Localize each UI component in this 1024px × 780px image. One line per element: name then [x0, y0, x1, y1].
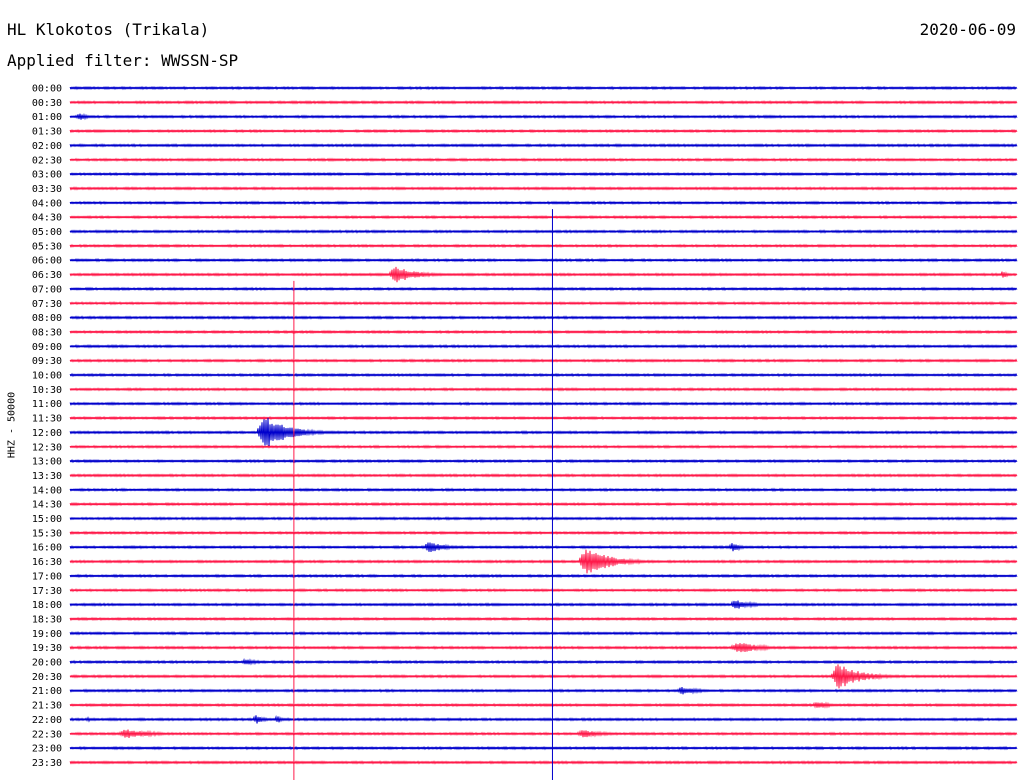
time-tick-label: 12:00 — [32, 428, 62, 439]
time-tick-label: 14:00 — [32, 485, 62, 496]
time-tick-label: 20:30 — [32, 672, 62, 683]
time-tick-label: 16:30 — [32, 557, 62, 568]
recording-date: 2020-06-09 — [919, 20, 1016, 39]
time-tick-label: 16:00 — [32, 543, 62, 554]
time-tick-label: 22:00 — [32, 715, 62, 726]
time-tick-label: 20:00 — [32, 658, 62, 669]
time-tick-label: 12:30 — [32, 442, 62, 453]
time-tick-label: 01:30 — [32, 127, 62, 138]
time-tick-label: 17:00 — [32, 571, 62, 582]
time-tick-label: 13:00 — [32, 457, 62, 468]
time-tick-label: 18:30 — [32, 614, 62, 625]
time-tick-label: 19:00 — [32, 629, 62, 640]
time-tick-label: 10:00 — [32, 371, 62, 382]
time-tick-label: 05:30 — [32, 241, 62, 252]
time-tick-label: 11:00 — [32, 399, 62, 410]
time-tick-label: 09:00 — [32, 342, 62, 353]
time-tick-label: 03:00 — [32, 170, 62, 181]
time-tick-label: 05:00 — [32, 227, 62, 238]
time-tick-label: 15:00 — [32, 514, 62, 525]
trace-rows — [69, 85, 1018, 765]
time-tick-label: 21:30 — [32, 701, 62, 712]
time-tick-label: 00:00 — [32, 84, 62, 95]
time-tick-label: 23:00 — [32, 744, 62, 755]
time-tick-label: 07:30 — [32, 299, 62, 310]
time-tick-label: 21:00 — [32, 686, 62, 697]
time-tick-label: 07:00 — [32, 284, 62, 295]
time-tick-label: 23:30 — [32, 758, 62, 769]
time-tick-label: 17:30 — [32, 586, 62, 597]
time-tick-label: 04:30 — [32, 213, 62, 224]
time-tick-label: 19:30 — [32, 643, 62, 654]
time-tick-label: 01:00 — [32, 112, 62, 123]
filter-label: Applied filter: WWSSN-SP — [7, 51, 239, 70]
time-tick-label: 11:30 — [32, 414, 62, 425]
station-title: HL Klokotos (Trikala) — [7, 20, 210, 39]
time-tick-label: 22:30 — [32, 729, 62, 740]
time-tick-label: 10:30 — [32, 385, 62, 396]
time-tick-label: 06:00 — [32, 256, 62, 267]
time-tick-label: 13:30 — [32, 471, 62, 482]
time-tick-label: 02:00 — [32, 141, 62, 152]
time-tick-label: 18:00 — [32, 600, 62, 611]
time-tick-label: 08:00 — [32, 313, 62, 324]
time-tick-label: 02:30 — [32, 155, 62, 166]
time-tick-label: 00:30 — [32, 98, 62, 109]
time-tick-label: 15:30 — [32, 528, 62, 539]
time-tick-label: 04:00 — [32, 198, 62, 209]
time-tick-label: 08:30 — [32, 327, 62, 338]
time-tick-label: 03:30 — [32, 184, 62, 195]
time-tick-label: 09:30 — [32, 356, 62, 367]
time-tick-label: 14:30 — [32, 500, 62, 511]
time-tick-label: 06:30 — [32, 270, 62, 281]
